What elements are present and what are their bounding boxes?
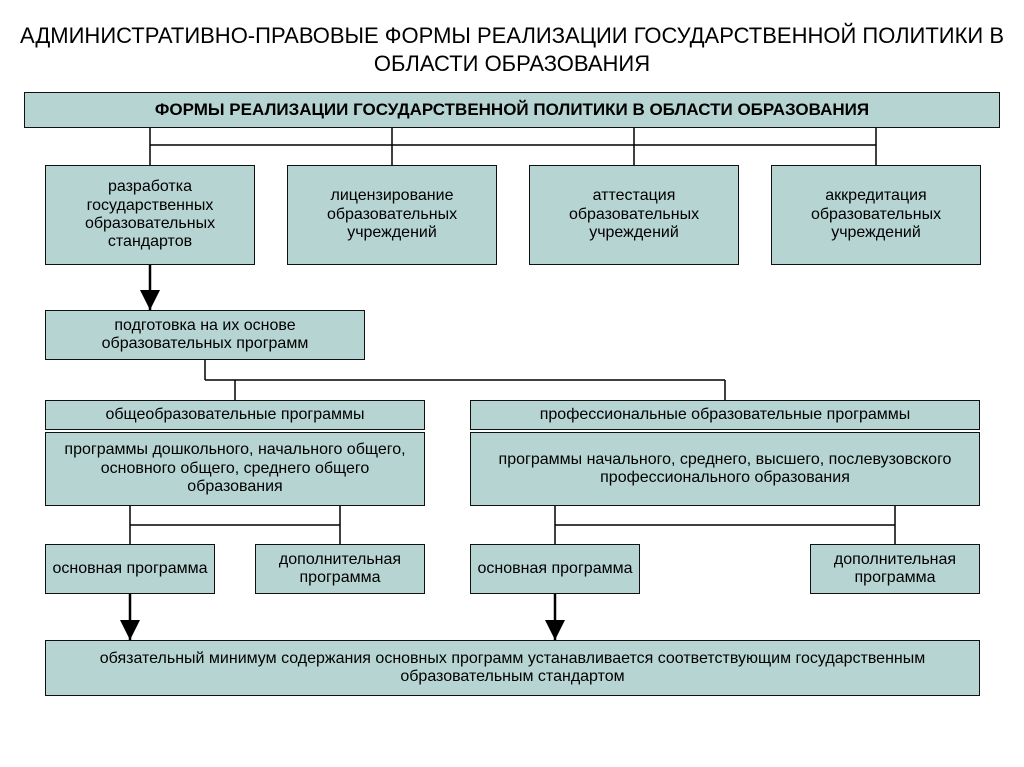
node-general-top: общеобразовательные программы	[45, 400, 425, 430]
node-prof-top: профессиональные образовательные програм…	[470, 400, 980, 430]
node-header: ФОРМЫ РЕАЛИЗАЦИИ ГОСУДАРСТВЕННОЙ ПОЛИТИК…	[24, 92, 1000, 128]
node-prof-body: программы начального, среднего, высшего,…	[470, 432, 980, 506]
node-row1-licensing: лицензирование образовательных учреждени…	[287, 165, 497, 265]
node-additional-program-left: дополнительная программа	[255, 544, 425, 594]
node-row1-accreditation: аккредитация образовательных учреждений	[771, 165, 981, 265]
diagram-title: АДМИНИСТРАТИВНО-ПРАВОВЫЕ ФОРМЫ РЕАЛИЗАЦИ…	[0, 22, 1024, 77]
node-main-program-left: основная программа	[45, 544, 215, 594]
node-preparation: подготовка на их основе образовательных …	[45, 310, 365, 360]
node-row1-standards: разработка государственных образовательн…	[45, 165, 255, 265]
node-main-program-right: основная программа	[470, 544, 640, 594]
node-row1-attestation: аттестация образовательных учреждений	[529, 165, 739, 265]
node-footer: обязательный минимум содержания основных…	[45, 640, 980, 696]
node-additional-program-right: дополнительная программа	[810, 544, 980, 594]
node-general-body: программы дошкольного, начального общего…	[45, 432, 425, 506]
